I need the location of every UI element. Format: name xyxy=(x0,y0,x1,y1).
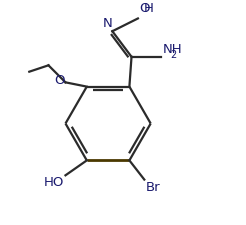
Text: HO: HO xyxy=(44,176,64,189)
Text: N: N xyxy=(103,17,112,30)
Text: O: O xyxy=(139,2,150,15)
Text: O: O xyxy=(54,74,64,87)
Text: NH: NH xyxy=(162,43,182,56)
Text: 2: 2 xyxy=(170,50,177,60)
Text: Br: Br xyxy=(145,181,160,194)
Text: H: H xyxy=(144,2,154,15)
